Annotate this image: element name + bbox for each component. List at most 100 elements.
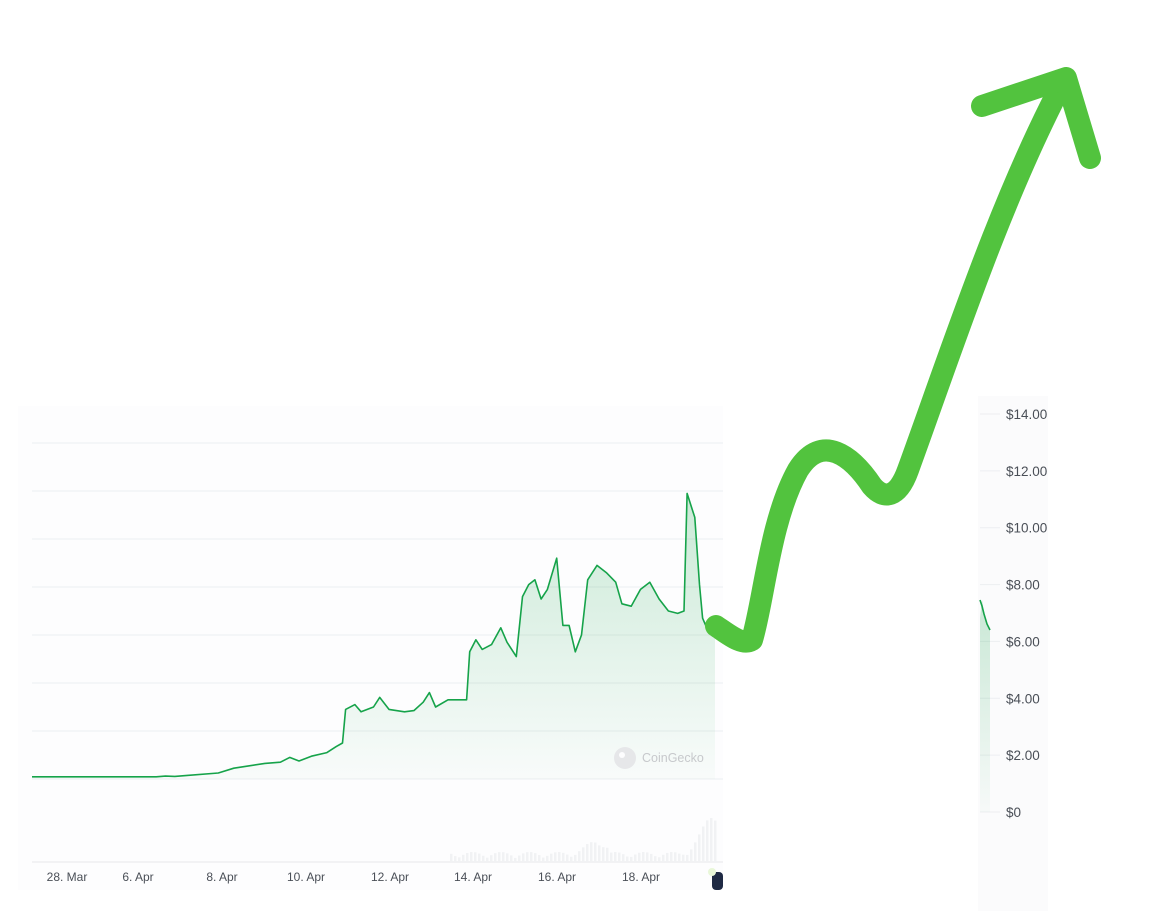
volume-bar <box>674 852 677 862</box>
arrow-shaft <box>705 69 1075 653</box>
y-tick-label: $8.00 <box>1006 578 1040 593</box>
volume-bar <box>574 854 577 862</box>
volume-bar <box>466 852 469 862</box>
watermark-label: CoinGecko <box>642 751 704 765</box>
volume-bar <box>686 854 689 862</box>
hand-drawn-arrow <box>705 67 1101 653</box>
volume-bar <box>634 854 637 862</box>
volume-bar <box>646 852 649 862</box>
volume-bar <box>710 818 713 862</box>
price-line-fragment <box>979 599 991 631</box>
volume-bar <box>518 855 521 862</box>
volume-bar <box>506 853 509 862</box>
gecko-logo-eye <box>619 752 625 758</box>
volume-bar <box>714 820 717 862</box>
volume-bar <box>706 820 709 862</box>
volume-bar <box>662 854 665 862</box>
volume-bar <box>618 852 621 862</box>
coingecko-watermark: CoinGecko <box>614 747 704 769</box>
volume-bar <box>478 853 481 862</box>
volume-bar <box>454 856 457 862</box>
volume-bar <box>602 847 605 862</box>
x-tick-label: 18. Apr <box>622 870 660 884</box>
y-tick-label: $12.00 <box>1006 464 1047 479</box>
volume-bar <box>474 852 477 862</box>
y-axis-ticks: $14.00 $12.00 $10.00 $8.00 $6.00 $4.00 $2.00 $0 <box>1006 407 1047 820</box>
volume-bar <box>562 852 565 862</box>
volume-bar <box>614 852 617 862</box>
volume-bar <box>626 856 629 862</box>
y-tick-label: $10.00 <box>1006 521 1047 536</box>
cropped-ui-fragment <box>712 872 723 890</box>
volume-bar <box>654 856 657 862</box>
volume-bar <box>622 854 625 862</box>
y-tick-label: $6.00 <box>1006 634 1040 649</box>
price-series-right-fragment <box>979 599 991 812</box>
x-tick-label: 6. Apr <box>122 870 153 884</box>
volume-bar <box>498 852 501 862</box>
volume-bar <box>638 852 641 862</box>
volume-bar <box>542 857 545 862</box>
x-tick-label: 28. Mar <box>47 870 88 884</box>
volume-bar <box>694 842 697 862</box>
volume-bar <box>490 855 493 862</box>
volume-bar <box>598 845 601 862</box>
volume-bar <box>470 852 473 862</box>
volume-bar <box>690 849 693 862</box>
volume-bar <box>698 834 701 862</box>
x-tick-label: 8. Apr <box>206 870 237 884</box>
volume-bar <box>658 857 661 862</box>
volume-bar <box>458 857 461 862</box>
volume-bar <box>494 853 497 862</box>
x-tick-label: 12. Apr <box>371 870 409 884</box>
x-tick-label: 10. Apr <box>287 870 325 884</box>
y-tick-label: $4.00 <box>1006 691 1040 706</box>
volume-bar <box>502 852 505 862</box>
volume-bar <box>630 856 633 862</box>
volume-bar <box>578 851 581 862</box>
volume-bar <box>586 844 589 862</box>
volume-bar <box>590 842 593 862</box>
volume-bar <box>526 852 529 862</box>
volume-bar <box>450 853 453 862</box>
price-line <box>32 492 715 778</box>
volume-bar <box>702 826 705 862</box>
volume-bar <box>530 852 533 862</box>
x-axis-ticks: 28. Mar 6. Apr 8. Apr 10. Apr 12. Apr 14. Apr… <box>47 870 660 884</box>
volume-bar <box>486 857 489 862</box>
volume-bar <box>558 852 561 862</box>
cropped-ui-fragment-highlight <box>708 868 716 876</box>
volume-bar <box>550 853 553 862</box>
y-tick-label: $14.00 <box>1006 407 1047 422</box>
y-tick-label: $2.00 <box>1006 748 1040 763</box>
y-tick-label: $0 <box>1006 805 1021 820</box>
price-area-fill <box>32 493 715 779</box>
volume-bar <box>666 852 669 862</box>
volume-bar <box>566 854 569 862</box>
gecko-logo-icon <box>614 747 636 769</box>
volume-bar <box>514 857 517 862</box>
volume-bar <box>522 853 525 862</box>
volume-bar <box>554 852 557 862</box>
volume-bar <box>678 853 681 862</box>
volume-bar <box>594 842 597 862</box>
volume-bar <box>534 853 537 862</box>
price-series <box>32 492 715 779</box>
volume-bar <box>682 854 685 862</box>
volume-bar <box>482 855 485 862</box>
volume-bar <box>610 852 613 862</box>
volume-bar <box>462 854 465 862</box>
volume-bar <box>670 852 673 862</box>
x-tick-label: 16. Apr <box>538 870 576 884</box>
volume-bar <box>606 847 609 862</box>
volume-bar <box>642 852 645 862</box>
volume-bar <box>546 855 549 862</box>
x-tick-label: 14. Apr <box>454 870 492 884</box>
volume-bars <box>450 818 717 862</box>
volume-bar <box>582 847 585 862</box>
price-area-fragment <box>980 600 990 812</box>
volume-bar <box>570 856 573 862</box>
volume-bar <box>538 855 541 862</box>
arrow-head <box>971 67 1101 169</box>
